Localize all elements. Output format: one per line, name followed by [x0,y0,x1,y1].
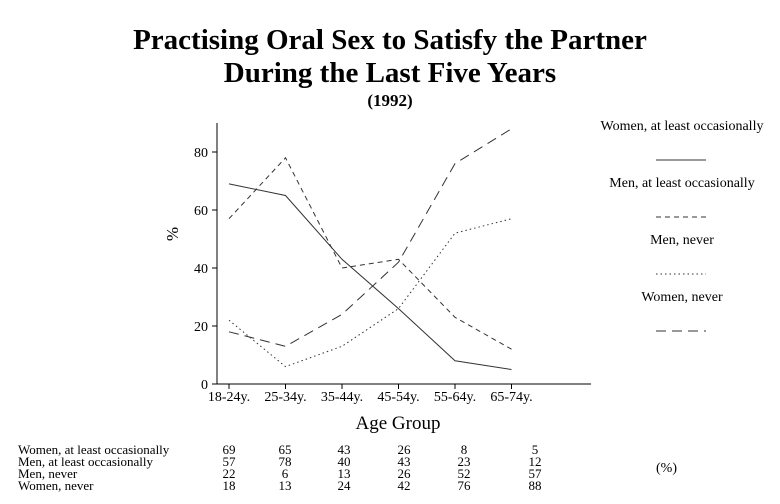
series-line-2 [228,156,512,350]
table-cell: 8 [460,442,468,457]
y-tick-label: 0 [201,378,208,393]
data-table: Women, at least occasionally 69 65 43 26 8 5 Me… [18,442,758,493]
table-row-label: Men, never [18,466,78,481]
table-row: Women, never 18 13 24 42 76 88 [18,478,758,493]
table-row: Women, at least occasionally 69 65 43 26 8 5 [18,442,758,457]
x-tick-label: 25-34y. [264,390,306,405]
legend-label: Women, never [641,290,723,305]
legend-label: Men, never [650,233,714,248]
table-cell: 24 [337,478,351,493]
table-cell: 22 [222,466,236,481]
table-cell: 57 [528,466,542,481]
series-line-4 [228,128,512,347]
x-tick-label: 18-24y. [208,390,250,405]
chart-title: Practising Oral Sex to Satisfy the Partn… [133,24,647,56]
table-cell: 69 [222,442,236,457]
table-cell: 40 [337,454,351,469]
table-cell: 43 [337,442,351,457]
table-row-label: Women, never [18,478,94,493]
x-tick-label: 65-74y. [490,390,532,405]
table-cell: 13 [337,466,351,481]
series-line-3 [228,218,512,368]
table-cell: 18 [222,478,236,493]
table-cell: 5 [531,442,539,457]
table-cell: 57 [222,454,236,469]
series-line-1 [228,183,512,370]
x-tick-label: 55-64y. [434,390,476,405]
table-cell: 65 [278,442,292,457]
table-cell: 26 [397,466,411,481]
x-axis-label: Age Group [356,413,441,434]
table-cell: 12 [528,454,542,469]
chart-title-line2: During the Last Five Years [223,57,557,89]
table-row: Men, never 22 6 13 26 52 57 [18,466,758,481]
table-cell: 52 [457,466,471,481]
table-cell: 43 [397,454,411,469]
y-tick-label: 40 [194,262,208,277]
x-tick-label: 45-54y. [377,390,419,405]
chart-subtitle: (1992) [367,91,413,110]
table-cell: 23 [457,454,471,469]
table-cell: 76 [457,478,471,493]
legend-label: Women, at least occasionally [601,119,764,134]
table-row-label: Women, at least occasionally [18,442,170,457]
table-cell: 13 [278,478,292,493]
y-tick-label: 20 [194,320,208,335]
x-tick-label: 35-44y. [321,390,363,405]
y-tick-label: 80 [194,146,208,161]
table-unit-label: (%) [656,461,677,476]
table-cell: 88 [528,478,542,493]
y-tick-label: 60 [194,204,208,219]
legend-label: Men, at least occasionally [609,176,754,191]
table-row: Men, at least occasionally 57 78 40 43 23 12 [18,454,758,469]
table-cell: 78 [278,454,292,469]
table-row-label: Men, at least occasionally [18,454,154,469]
table-cell: 6 [281,466,289,481]
table-cell: 42 [397,478,411,493]
y-axis-label: % [163,227,182,241]
table-cell: 26 [397,442,411,457]
